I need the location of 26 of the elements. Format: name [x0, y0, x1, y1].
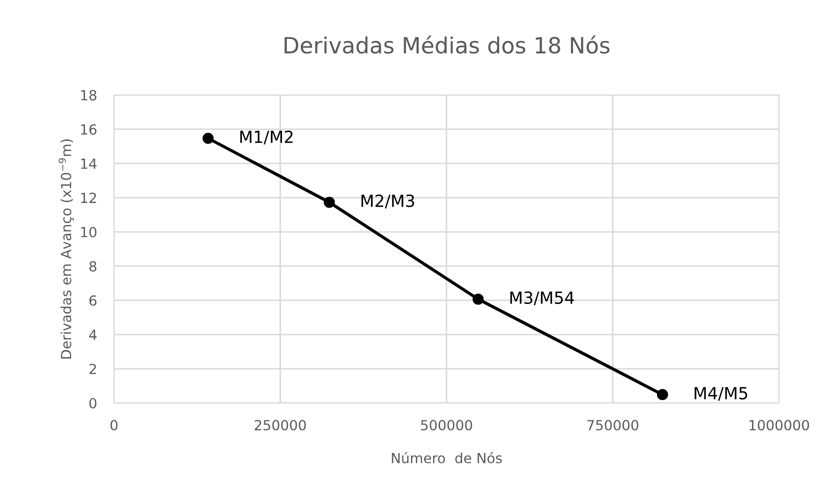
y-tick-label: 2: [90, 364, 96, 374]
y-axis-title: Derivadas em Avanço (x10$^{−9}$m): [58, 139, 74, 359]
point: [324, 196, 335, 208]
x-tick-label: 500000: [421, 420, 472, 430]
annotation: M4/M5: [694, 387, 748, 401]
annotation: M2/M3: [362, 194, 414, 208]
point: [656, 389, 668, 400]
y-tick-label: 14: [81, 158, 97, 169]
x-tick-label: 250000: [254, 420, 306, 430]
point: [202, 132, 214, 144]
y-tick-label: 4: [89, 330, 97, 340]
y-tick-label: 8: [89, 261, 96, 272]
annotation: M1/M2: [240, 130, 293, 144]
y-tick-label: 6: [89, 295, 96, 306]
y-tick-label: 10: [81, 226, 96, 238]
chart-title: Derivadas Médias dos 18 Nós: [284, 36, 610, 54]
annotation: M3/M54: [510, 291, 574, 306]
point: [472, 294, 484, 305]
x-axis-title: Número de Nós: [392, 452, 502, 464]
x-tick-label: 1000000: [750, 420, 810, 430]
y-tick-label: 0: [89, 398, 96, 408]
x-tick-label: 750000: [587, 420, 638, 430]
x-tick-label: 0: [110, 420, 118, 430]
y-tick-label: 18: [81, 90, 96, 100]
y-tick-label: 16: [81, 124, 96, 135]
y-tick-label: 12: [81, 192, 96, 203]
